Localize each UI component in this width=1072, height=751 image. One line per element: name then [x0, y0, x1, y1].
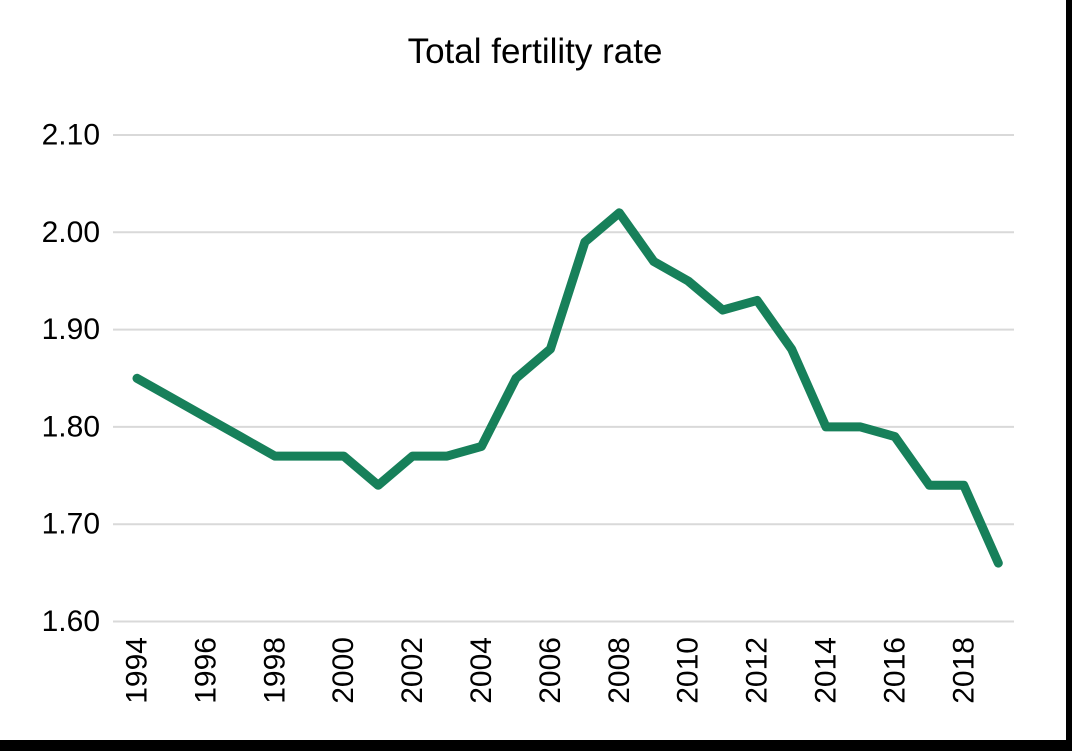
y-tick-label: 1.70: [42, 508, 100, 541]
x-tick-label: 2010: [672, 637, 705, 704]
x-tick-label: 2006: [534, 637, 567, 704]
chart-title: Total fertility rate: [408, 32, 663, 71]
x-tick-label: 2008: [603, 637, 636, 704]
x-tick-label: 2014: [810, 637, 843, 704]
x-tick-label: 2012: [741, 637, 774, 704]
window-edge-bottom: [0, 740, 1072, 751]
x-tick-label: 1998: [258, 637, 291, 704]
y-tick-label: 1.90: [42, 313, 100, 346]
data-series: [132, 208, 1003, 568]
x-tick-label: 2016: [878, 637, 911, 704]
x-tick-label: 2018: [947, 637, 980, 704]
gridlines: [113, 134, 1014, 623]
x-tick-label: 2004: [465, 637, 498, 704]
x-tick-label: 2000: [327, 637, 360, 704]
y-tick-label: 2.00: [42, 216, 100, 249]
x-axis-tick-labels: 1994 1996 1998 2000 2002 2004 2006 2008 2010 2012…: [121, 637, 981, 704]
x-tick-label: 1996: [189, 637, 222, 704]
fertility-rate-line: [132, 208, 1003, 568]
y-axis-tick-labels: 1.60 1.70 1.80 1.90 2.00 2.10: [42, 119, 100, 639]
y-tick-label: 1.80: [42, 410, 100, 443]
window-edge-right: [1066, 0, 1072, 751]
x-tick-label: 2002: [396, 637, 429, 704]
x-tick-label: 1994: [121, 637, 154, 704]
y-tick-label: 2.10: [42, 119, 100, 152]
y-tick-label: 1.60: [42, 605, 100, 638]
